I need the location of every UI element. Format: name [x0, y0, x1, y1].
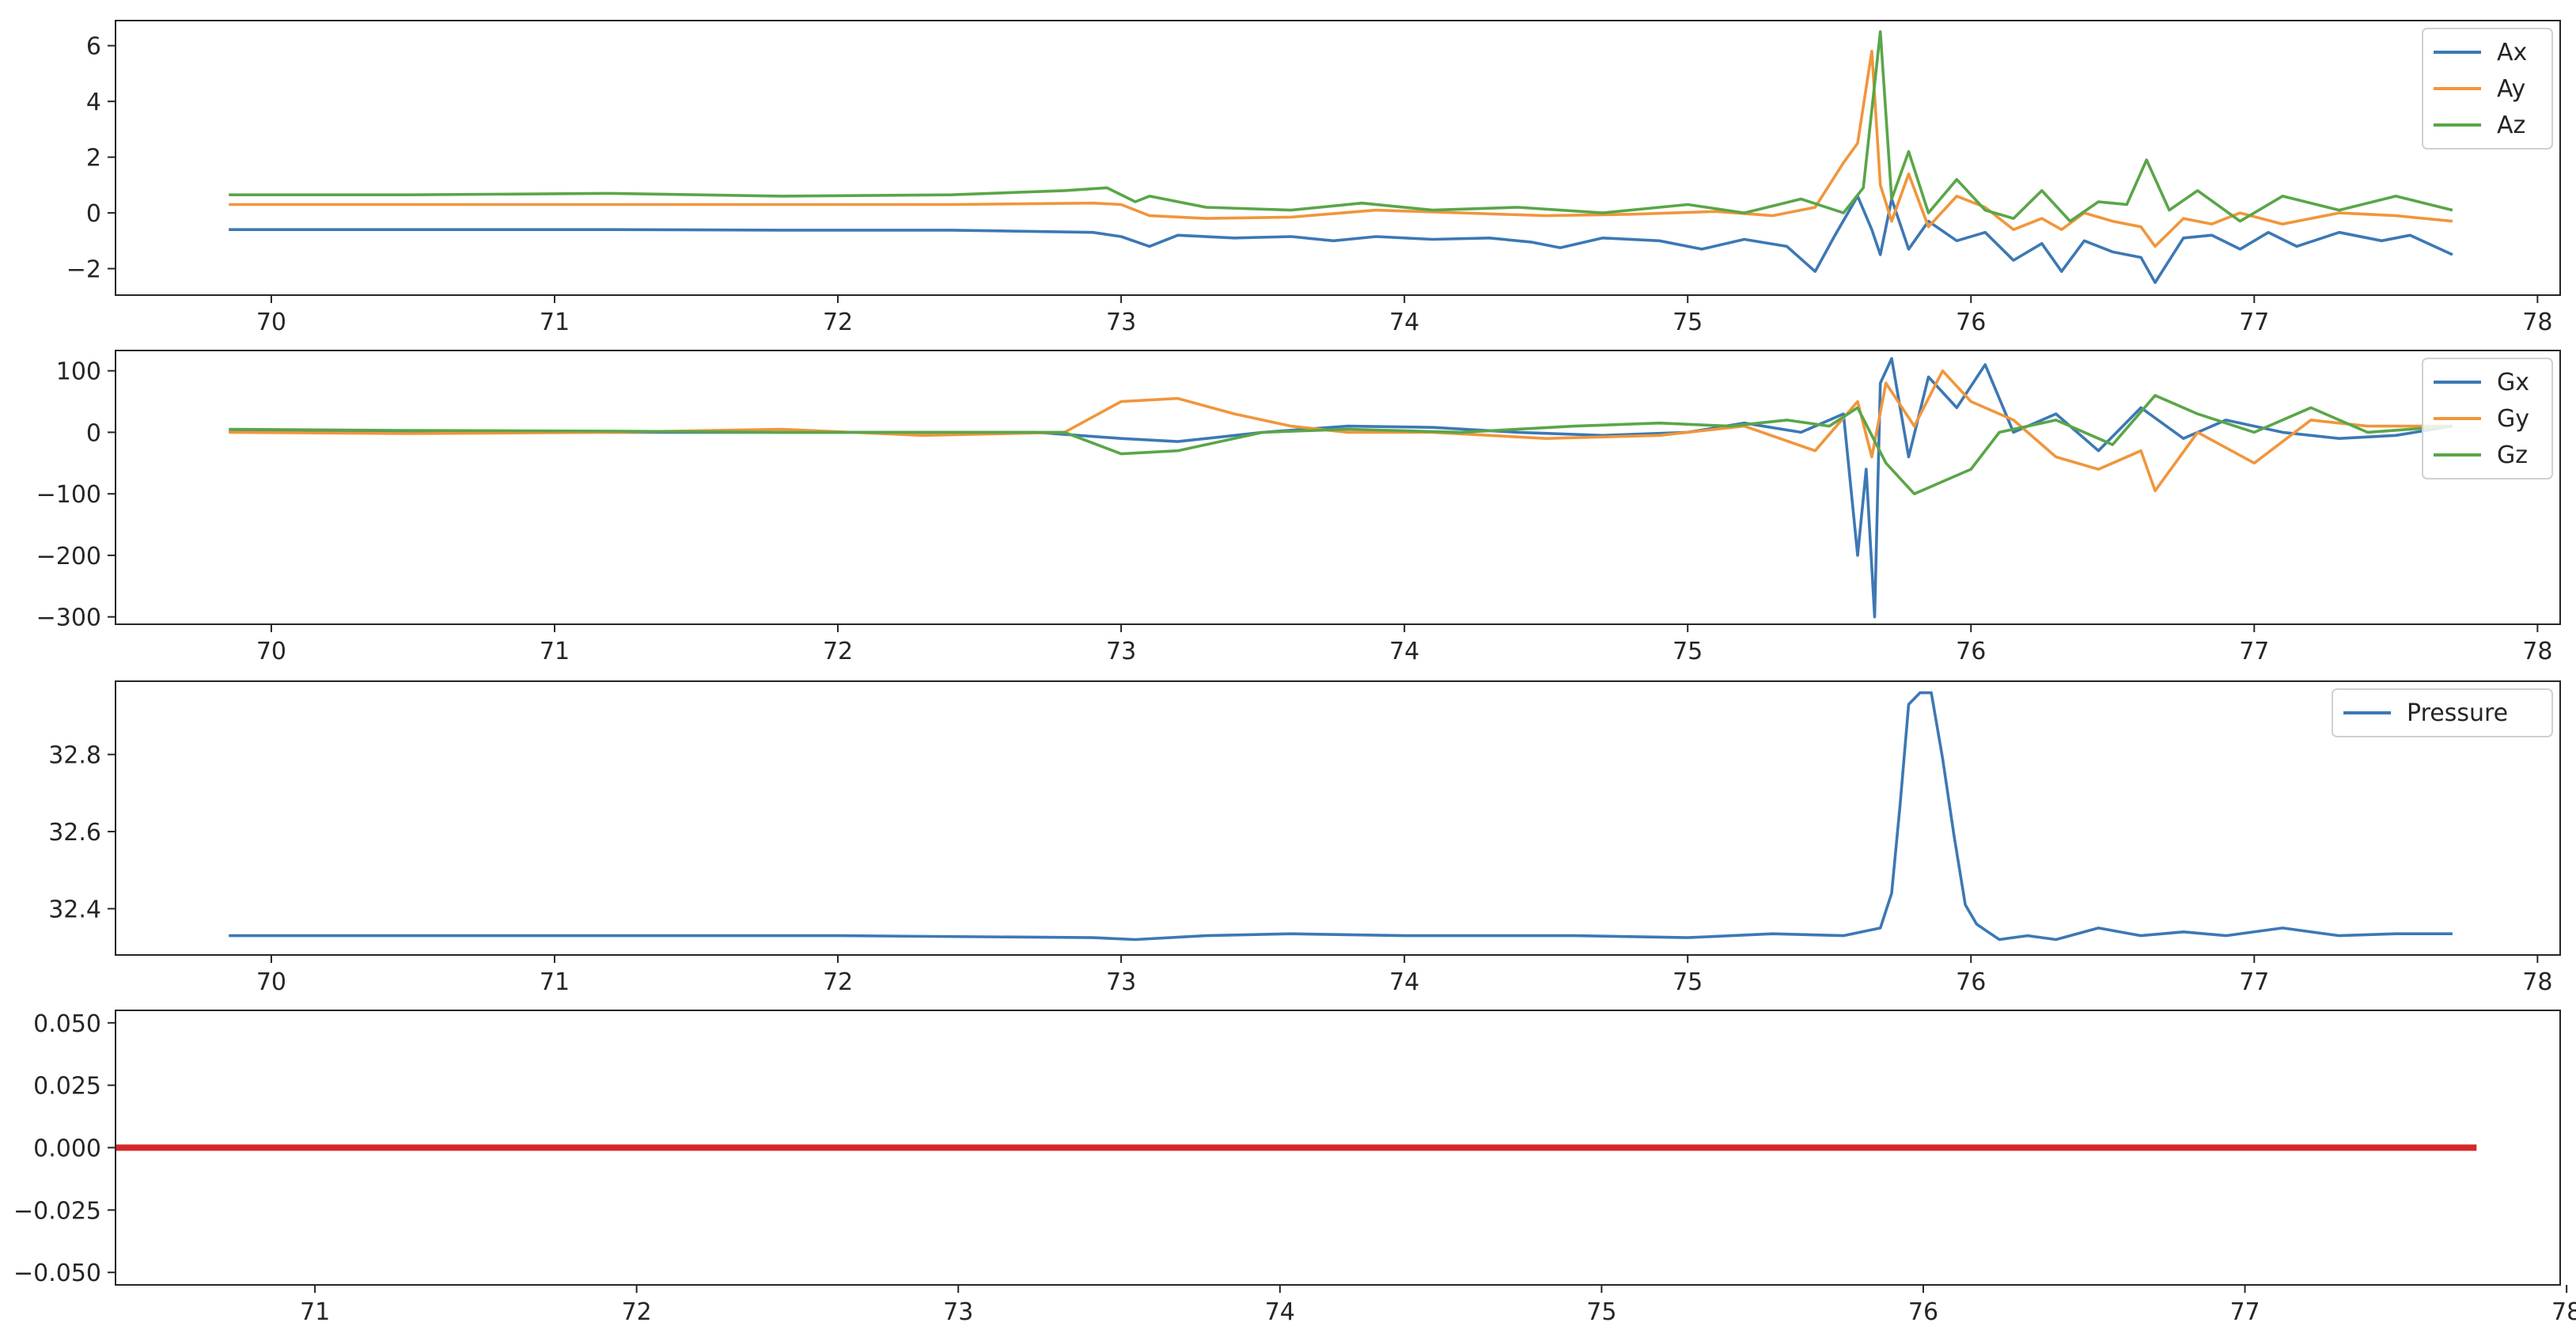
x-tick-label: 76 — [1908, 1298, 1938, 1326]
axes-frame — [115, 20, 2561, 296]
x-tick-label: 77 — [2239, 968, 2269, 996]
x-tick-label: 73 — [1106, 638, 1136, 665]
y-tick-label: 0 — [86, 419, 101, 447]
legend-box — [2422, 28, 2553, 150]
legend-label-gx: Gx — [2497, 369, 2529, 396]
x-tick-label: 74 — [1265, 1298, 1295, 1326]
x-tick-label: 75 — [1673, 638, 1703, 665]
legend-label-ax: Ax — [2497, 39, 2527, 66]
x-tick-label: 73 — [1106, 968, 1136, 996]
y-tick-label: 32.6 — [48, 819, 101, 847]
x-tick-label: 75 — [1586, 1298, 1616, 1326]
x-tick-label: 70 — [256, 638, 286, 665]
y-tick-label: 32.8 — [48, 742, 101, 770]
legend-box — [2422, 358, 2553, 479]
series-line-pressure — [229, 691, 2453, 942]
subplot-1: 70 71 72 73 74 75 76 77 78 −2 0 2 4 6 Ax Ay Az — [66, 20, 2561, 336]
series-line-ax — [229, 195, 2453, 284]
y-tick-label: 32.4 — [48, 896, 101, 924]
x-tick-label: 73 — [1106, 309, 1136, 336]
x-tick-label: 77 — [2229, 1298, 2260, 1326]
x-tick-label: 71 — [540, 638, 570, 665]
legend-label-gy: Gy — [2497, 405, 2529, 433]
subplot-2: 70 71 72 73 74 75 76 77 78 −300 −200 −100 0 100 Gx Gy Gz — [36, 350, 2561, 665]
x-tick-label: 72 — [823, 968, 853, 996]
x-tick-label: 70 — [256, 968, 286, 996]
series-line-gx — [229, 357, 2453, 619]
series-line-az — [229, 30, 2453, 223]
x-tick-label: 73 — [943, 1298, 973, 1326]
y-tick-label: 0.050 — [33, 1010, 101, 1038]
x-tick-label: 78 — [2522, 638, 2552, 665]
x-tick-label: 72 — [823, 309, 853, 336]
y-tick-label: −2 — [66, 256, 101, 284]
x-tick-label: 78 — [2551, 1298, 2576, 1326]
legend: Gx Gy Gz — [2422, 358, 2553, 479]
y-tick-label: −0.050 — [13, 1260, 101, 1287]
legend-label-az: Az — [2497, 112, 2525, 139]
x-tick-label: 75 — [1673, 309, 1703, 336]
y-tick-label: −0.025 — [13, 1197, 101, 1225]
x-tick-label: 70 — [256, 309, 286, 336]
legend: Ax Ay Az — [2422, 28, 2553, 150]
x-tick-label: 71 — [540, 968, 570, 996]
legend-label-gz: Gz — [2497, 441, 2528, 469]
series-line-gz — [229, 393, 2453, 496]
y-tick-label: 100 — [56, 358, 101, 386]
x-tick-label: 78 — [2522, 309, 2552, 336]
y-tick-label: 4 — [86, 89, 101, 116]
x-tick-label: 74 — [1389, 968, 1419, 996]
y-tick-label: −200 — [36, 543, 101, 570]
x-tick-label: 77 — [2239, 309, 2269, 336]
x-tick-label: 74 — [1389, 638, 1419, 665]
legend-label-pressure: Pressure — [2407, 699, 2508, 727]
x-tick-label: 77 — [2239, 638, 2269, 665]
x-tick-label: 76 — [1956, 309, 1986, 336]
x-tick-label: 74 — [1389, 309, 1419, 336]
axes-frame — [115, 350, 2561, 625]
x-tick-label: 76 — [1956, 638, 1986, 665]
x-tick-label: 71 — [300, 1298, 330, 1326]
x-tick-label: 71 — [540, 309, 570, 336]
y-tick-label: −300 — [36, 604, 101, 632]
x-tick-label: 72 — [823, 638, 853, 665]
x-tick-label: 75 — [1673, 968, 1703, 996]
y-tick-label: 2 — [86, 145, 101, 172]
x-tick-label: 78 — [2522, 968, 2552, 996]
legend-label-ay: Ay — [2497, 75, 2525, 103]
legend: Pressure — [2332, 688, 2553, 737]
legend-box — [2332, 688, 2553, 737]
y-tick-label: 6 — [86, 33, 101, 61]
y-tick-label: 0 — [86, 200, 101, 228]
series-line-ay — [229, 50, 2453, 248]
series-line-gy — [229, 369, 2453, 493]
subplot-4: 71 72 73 74 75 76 77 78 −0.050 −0.025 0.000 0.025 0.… — [13, 1010, 2576, 1326]
x-tick-label: 76 — [1956, 968, 1986, 996]
axes-frame — [115, 680, 2561, 956]
y-tick-label: 0.025 — [33, 1073, 101, 1101]
y-tick-label: −100 — [36, 481, 101, 509]
subplot-3: 70 71 72 73 74 75 76 77 78 32.4 32.6 32.8 Pressure — [48, 680, 2561, 996]
x-tick-label: 72 — [622, 1298, 652, 1326]
y-tick-label: 0.000 — [33, 1135, 101, 1163]
